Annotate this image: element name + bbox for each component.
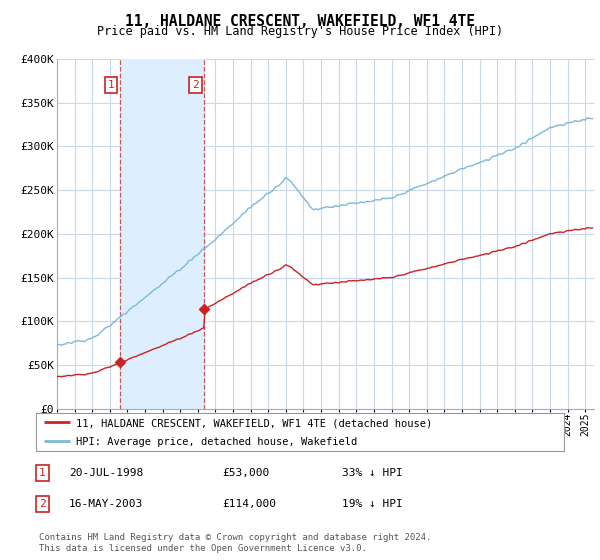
Text: 11, HALDANE CRESCENT, WAKEFIELD, WF1 4TE: 11, HALDANE CRESCENT, WAKEFIELD, WF1 4TE <box>125 14 475 29</box>
Text: £114,000: £114,000 <box>222 499 276 509</box>
Text: 19% ↓ HPI: 19% ↓ HPI <box>342 499 403 509</box>
Text: 20-JUL-1998: 20-JUL-1998 <box>69 468 143 478</box>
Text: 33% ↓ HPI: 33% ↓ HPI <box>342 468 403 478</box>
Text: Price paid vs. HM Land Registry's House Price Index (HPI): Price paid vs. HM Land Registry's House … <box>97 25 503 38</box>
Text: 2: 2 <box>192 80 199 90</box>
Text: 1: 1 <box>107 80 114 90</box>
Bar <box>119 59 205 409</box>
Text: 1: 1 <box>39 468 46 478</box>
Text: 2: 2 <box>39 499 46 509</box>
Text: HPI: Average price, detached house, Wakefield: HPI: Average price, detached house, Wake… <box>76 437 357 447</box>
Text: Contains HM Land Registry data © Crown copyright and database right 2024.
This d: Contains HM Land Registry data © Crown c… <box>39 533 431 553</box>
Text: £53,000: £53,000 <box>222 468 269 478</box>
Text: 16-MAY-2003: 16-MAY-2003 <box>69 499 143 509</box>
Text: 11, HALDANE CRESCENT, WAKEFIELD, WF1 4TE (detached house): 11, HALDANE CRESCENT, WAKEFIELD, WF1 4TE… <box>76 418 432 428</box>
